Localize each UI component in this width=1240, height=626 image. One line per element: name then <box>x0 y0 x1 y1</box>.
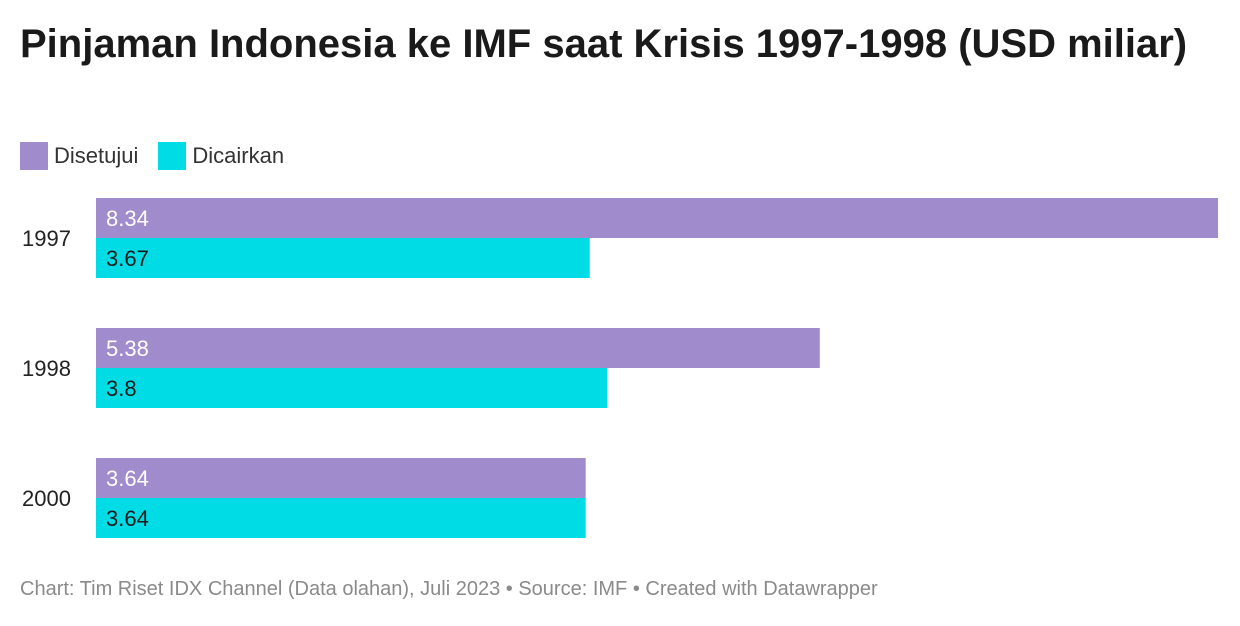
data-label-disetujui-1997: 8.34 <box>106 206 149 231</box>
data-label-dicairkan-1998: 3.8 <box>106 376 137 401</box>
bar-disetujui-1998 <box>96 328 820 368</box>
bar-dicairkan-2000 <box>96 498 586 538</box>
data-label-disetujui-2000: 3.64 <box>106 466 149 491</box>
legend-swatch-disetujui <box>20 142 48 170</box>
category-label-1997: 1997 <box>22 226 71 251</box>
bar-disetujui-2000 <box>96 458 586 498</box>
data-label-disetujui-1998: 5.38 <box>106 336 149 361</box>
legend-item-disetujui: Disetujui <box>20 142 138 170</box>
legend: Disetujui Dicairkan <box>20 142 304 170</box>
legend-label-disetujui: Disetujui <box>54 143 139 168</box>
data-label-dicairkan-2000: 3.64 <box>106 506 149 531</box>
legend-label-dicairkan: Dicairkan <box>192 143 285 168</box>
chart-title: Pinjaman Indonesia ke IMF saat Krisis 19… <box>20 22 1188 66</box>
bar-disetujui-1997 <box>96 198 1218 238</box>
data-label-dicairkan-1997: 3.67 <box>106 246 149 271</box>
bar-dicairkan-1997 <box>96 238 590 278</box>
chart-footer: Chart: Tim Riset IDX Channel (Data olaha… <box>20 578 878 600</box>
legend-swatch-dicairkan <box>158 142 187 170</box>
category-label-2000: 2000 <box>22 486 71 511</box>
bar-dicairkan-1998 <box>96 368 608 408</box>
category-label-1998: 1998 <box>22 356 71 381</box>
legend-item-dicairkan: Dicairkan <box>158 142 284 170</box>
bar-chart: 1997 8.34 3.67 1998 5.38 3.8 2000 3.64 3.64 <box>22 198 1218 538</box>
